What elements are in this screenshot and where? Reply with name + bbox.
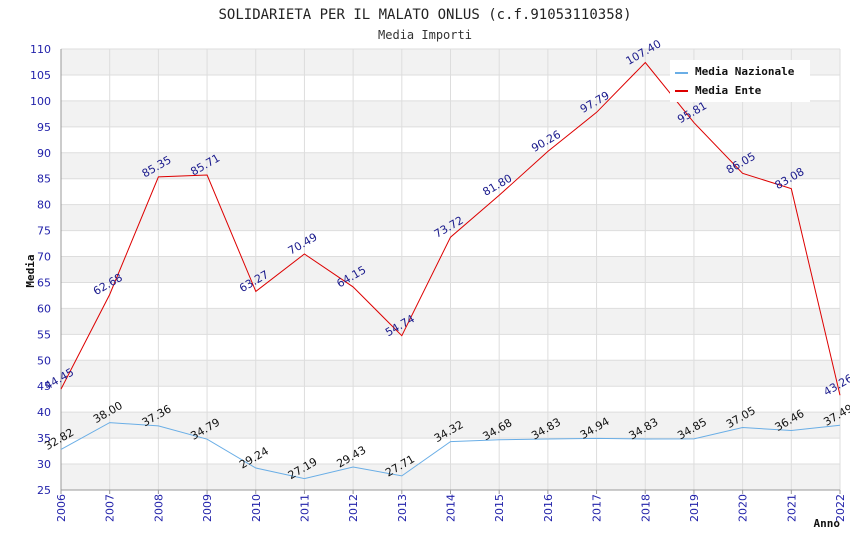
chart-subtitle: Media Importi: [378, 28, 472, 42]
y-tick-label: 100: [30, 95, 51, 108]
x-tick-label: 2011: [298, 494, 311, 522]
x-tick-label: 2010: [250, 494, 263, 522]
x-tick-label: 2014: [445, 494, 458, 522]
y-tick-label: 35: [37, 432, 51, 445]
legend-label-media-nazionale: Media Nazionale: [695, 65, 795, 78]
y-tick-label: 80: [37, 199, 51, 212]
y-tick-label: 105: [30, 69, 51, 82]
y-tick-label: 25: [37, 484, 51, 497]
axes: [60, 49, 841, 494]
x-tick-label: 2020: [737, 494, 750, 522]
x-tick-label: 2013: [396, 494, 409, 522]
x-tick-label: 2018: [639, 494, 652, 522]
y-tick-label: 75: [37, 225, 51, 238]
series-lines: [60, 61, 841, 480]
x-tick-labels: 2006 2007 2008 2009 2010 2011 2012 2013 2014 2015…: [55, 494, 847, 522]
legend-label-media-ente: Media Ente: [695, 84, 762, 97]
y-tick-label: 110: [30, 43, 51, 56]
x-tick-label: 2017: [591, 494, 604, 522]
legend: Media Nazionale Media Ente: [670, 60, 810, 102]
y-tick-label: 60: [37, 302, 51, 315]
x-tick-label: 2022: [834, 494, 847, 522]
series-line-media-nazionale: [60, 422, 841, 480]
x-tick-label: 2015: [493, 494, 506, 522]
y-tick-label: 95: [37, 121, 51, 134]
y-tick-label: 65: [37, 276, 51, 289]
series-line-media-ente: [60, 61, 841, 396]
y-tick-label: 90: [37, 147, 51, 160]
y-tick-label: 30: [37, 458, 51, 471]
y-tick-label: 45: [37, 380, 51, 393]
y-tick-labels: 25 30 35 40 45 50 55 60 65 70 75 80 85 90 95 100 105 110: [30, 43, 51, 497]
x-tick-label: 2006: [55, 494, 68, 522]
x-tick-label: 2012: [347, 494, 360, 522]
x-axis-label: Anno: [814, 517, 841, 530]
y-tick-label: 85: [37, 173, 51, 186]
x-tick-label: 2019: [688, 494, 701, 522]
x-tick-label: 2007: [104, 494, 117, 522]
y-tick-label: 40: [37, 406, 51, 419]
y-tick-label: 50: [37, 354, 51, 367]
legend-box: [670, 60, 810, 102]
y-tick-label: 55: [37, 328, 51, 341]
gridlines: [60, 48, 841, 491]
x-tick-label: 2016: [542, 494, 555, 522]
x-tick-label: 2008: [152, 494, 165, 522]
x-tick-label: 2021: [785, 494, 798, 522]
y-tick-label: 70: [37, 251, 51, 264]
chart-title: SOLIDARIETA PER IL MALATO ONLUS (c.f.910…: [218, 7, 631, 23]
y-axis-label: Media: [24, 254, 37, 287]
x-tick-label: 2009: [201, 494, 214, 522]
